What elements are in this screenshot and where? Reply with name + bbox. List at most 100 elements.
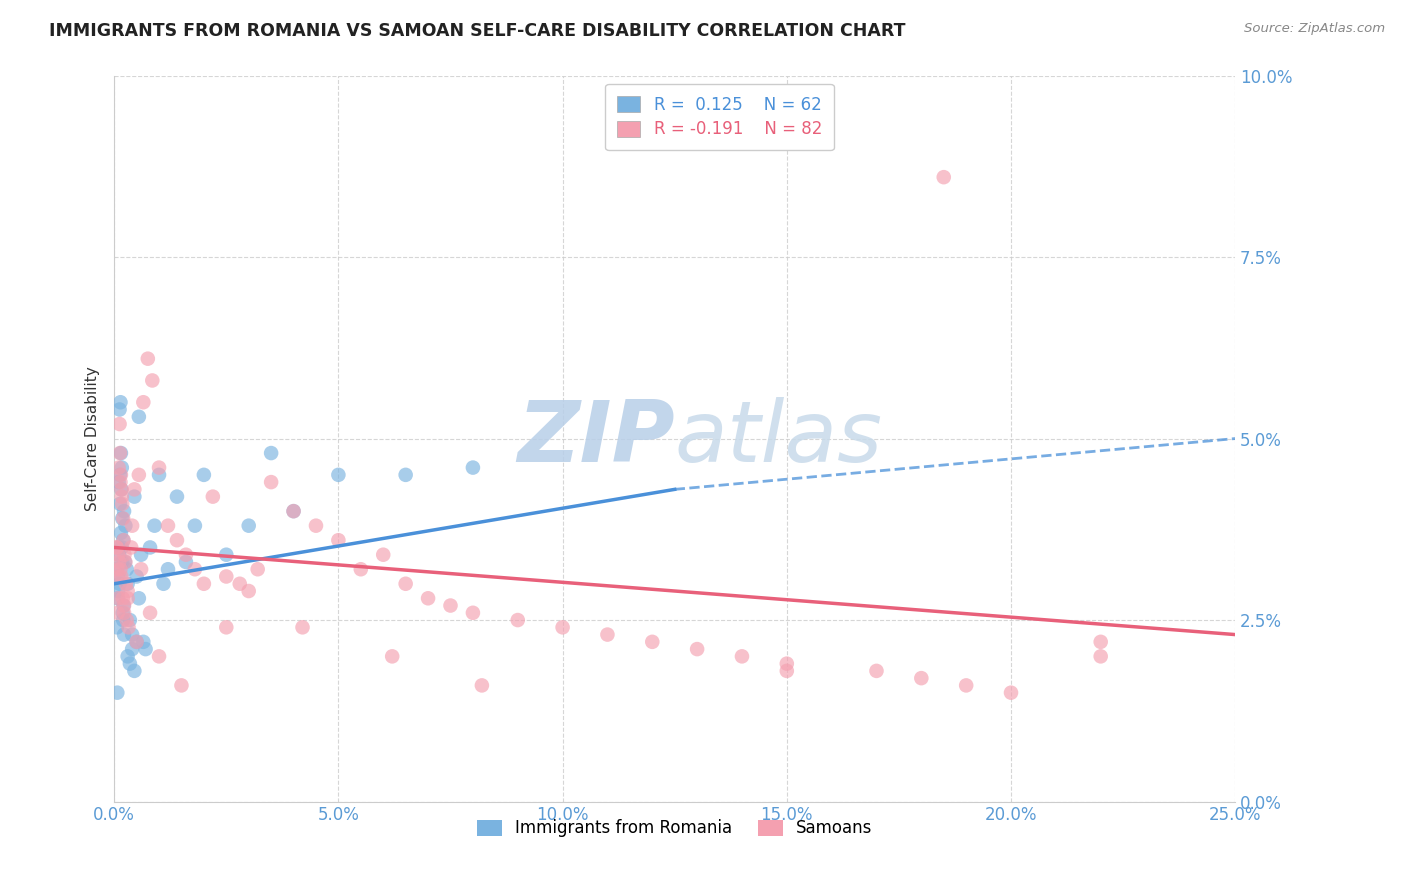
Point	[166, 533, 188, 548]
Point	[132, 635, 155, 649]
Point	[105, 562, 128, 576]
Point	[118, 613, 141, 627]
Point	[395, 576, 418, 591]
Point	[115, 576, 138, 591]
Point	[117, 649, 139, 664]
Point	[395, 467, 418, 482]
Point	[156, 562, 179, 576]
Point	[373, 548, 395, 562]
Point	[141, 374, 163, 388]
Point	[193, 467, 215, 482]
Point	[1000, 686, 1022, 700]
Point	[283, 504, 305, 518]
Point	[115, 562, 138, 576]
Point	[105, 562, 128, 576]
Point	[112, 606, 135, 620]
Point	[246, 562, 269, 576]
Point	[128, 591, 150, 606]
Point	[108, 417, 131, 431]
Point	[184, 562, 207, 576]
Point	[932, 170, 955, 185]
Point	[114, 555, 136, 569]
Point	[1090, 649, 1112, 664]
Point	[416, 591, 439, 606]
Point	[129, 548, 152, 562]
Point	[111, 490, 134, 504]
Point	[596, 627, 619, 641]
Point	[215, 548, 238, 562]
Point	[152, 576, 174, 591]
Point	[115, 613, 138, 627]
Point	[112, 599, 135, 613]
Point	[124, 664, 146, 678]
Point	[114, 548, 136, 562]
Text: ZIP: ZIP	[517, 397, 675, 480]
Point	[108, 446, 131, 460]
Point	[121, 518, 143, 533]
Point	[148, 467, 170, 482]
Point	[108, 497, 131, 511]
Point	[107, 475, 129, 489]
Point	[114, 555, 136, 569]
Point	[184, 518, 207, 533]
Point	[112, 613, 135, 627]
Point	[111, 591, 134, 606]
Point	[291, 620, 314, 634]
Point	[111, 497, 134, 511]
Text: atlas: atlas	[675, 397, 883, 480]
Point	[238, 518, 260, 533]
Point	[117, 620, 139, 634]
Point	[108, 548, 131, 562]
Point	[124, 483, 146, 497]
Point	[215, 620, 238, 634]
Point	[107, 548, 129, 562]
Point	[117, 584, 139, 599]
Point	[125, 635, 148, 649]
Point	[112, 599, 135, 613]
Point	[108, 569, 131, 583]
Point	[776, 657, 799, 671]
Point	[148, 649, 170, 664]
Point	[110, 395, 132, 409]
Point	[260, 446, 283, 460]
Point	[955, 678, 977, 692]
Point	[229, 576, 252, 591]
Point	[110, 446, 132, 460]
Point	[110, 562, 132, 576]
Point	[328, 467, 350, 482]
Point	[111, 555, 134, 569]
Point	[111, 460, 134, 475]
Point	[135, 642, 157, 657]
Y-axis label: Self-Care Disability: Self-Care Disability	[86, 367, 100, 511]
Point	[776, 664, 799, 678]
Point	[174, 548, 197, 562]
Point	[112, 627, 135, 641]
Point	[128, 467, 150, 482]
Point	[107, 584, 129, 599]
Point	[107, 591, 129, 606]
Point	[108, 467, 131, 482]
Point	[118, 657, 141, 671]
Point	[664, 127, 686, 141]
Point	[111, 541, 134, 555]
Point	[132, 395, 155, 409]
Point	[108, 402, 131, 417]
Point	[107, 606, 129, 620]
Point	[641, 635, 664, 649]
Point	[108, 576, 131, 591]
Point	[107, 460, 129, 475]
Point	[125, 569, 148, 583]
Point	[170, 678, 193, 692]
Point	[166, 490, 188, 504]
Point	[139, 606, 162, 620]
Point	[139, 541, 162, 555]
Point	[283, 504, 305, 518]
Legend: Immigrants from Romania, Samoans: Immigrants from Romania, Samoans	[471, 813, 879, 844]
Point	[1090, 635, 1112, 649]
Point	[136, 351, 159, 366]
Point	[350, 562, 373, 576]
Point	[105, 620, 128, 634]
Point	[110, 525, 132, 540]
Point	[117, 591, 139, 606]
Point	[107, 541, 129, 555]
